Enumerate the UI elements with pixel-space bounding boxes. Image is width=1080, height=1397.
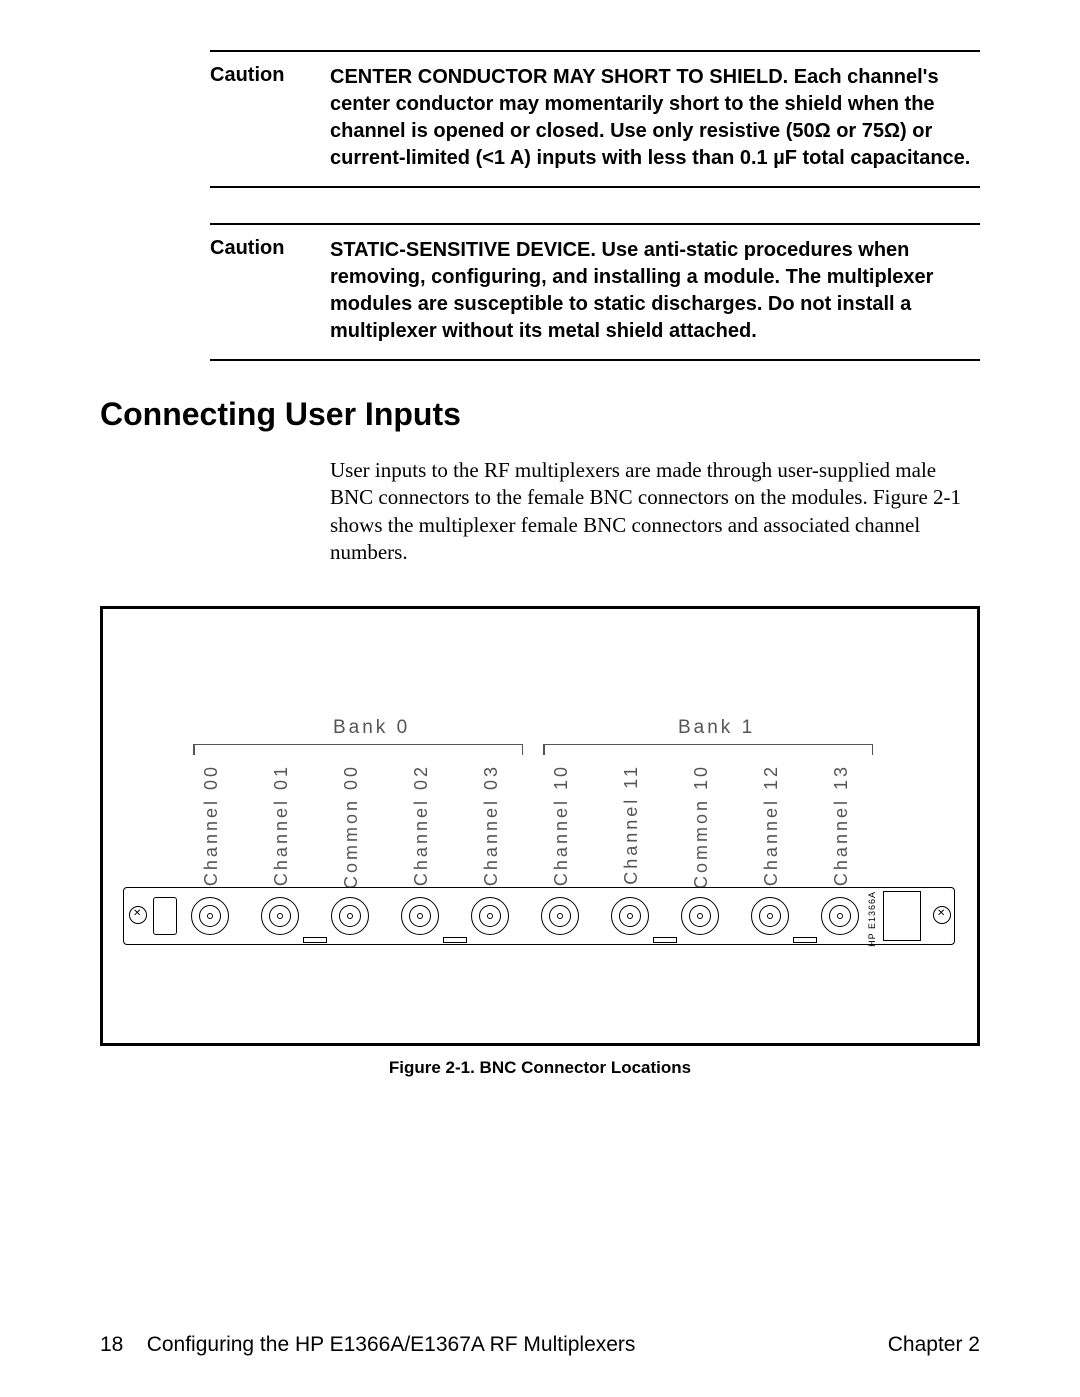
- bnc-connector: [821, 897, 859, 935]
- caution-text: STATIC-SENSITIVE DEVICE. Use anti-static…: [330, 237, 980, 345]
- common-label: Common 10: [691, 764, 711, 889]
- bank-label: Bank 1: [678, 717, 755, 739]
- channel-label: Channel 02: [411, 764, 431, 886]
- figure-bnc-locations: Bank 0 Bank 1 Channel 00 Channel 01 Comm…: [100, 606, 980, 1046]
- rule-bottom: [210, 359, 980, 361]
- channel-label: Channel 12: [761, 764, 781, 886]
- body-paragraph: User inputs to the RF multiplexers are m…: [330, 457, 980, 566]
- bnc-connector: [751, 897, 789, 935]
- section-heading: Connecting User Inputs: [100, 396, 980, 433]
- footer-left: 18 Configuring the HP E1366A/E1367A RF M…: [100, 1333, 635, 1357]
- rule-bottom: [210, 186, 980, 188]
- caution-row: Caution CENTER CONDUCTOR MAY SHORT TO SH…: [210, 52, 980, 186]
- channel-label: Channel 10: [551, 764, 571, 886]
- caution-block: Caution STATIC-SENSITIVE DEVICE. Use ant…: [210, 223, 980, 361]
- hp-logo-icon: [153, 897, 177, 935]
- bnc-connector: [681, 897, 719, 935]
- channel-label: Channel 03: [481, 764, 501, 886]
- caution-text: CENTER CONDUCTOR MAY SHORT TO SHIELD. Ea…: [330, 64, 980, 172]
- footer-right: Chapter 2: [888, 1333, 980, 1357]
- page-footer: 18 Configuring the HP E1366A/E1367A RF M…: [100, 1333, 980, 1357]
- bnc-connector: [611, 897, 649, 935]
- bnc-connector: [401, 897, 439, 935]
- figure-caption: Figure 2-1. BNC Connector Locations: [100, 1058, 980, 1078]
- bank-bracket: [193, 744, 523, 754]
- caution-block: Caution CENTER CONDUCTOR MAY SHORT TO SH…: [210, 50, 980, 188]
- channel-label: Channel 11: [621, 764, 641, 885]
- caution-row: Caution STATIC-SENSITIVE DEVICE. Use ant…: [210, 225, 980, 359]
- channel-label: Channel 01: [271, 764, 291, 886]
- bnc-connector: [471, 897, 509, 935]
- panel-notch: [653, 937, 677, 943]
- bnc-connector: [261, 897, 299, 935]
- panel-notch: [793, 937, 817, 943]
- common-label: Common 00: [341, 764, 361, 889]
- bnc-connector: [191, 897, 229, 935]
- caution-label: Caution: [210, 237, 330, 345]
- bnc-connector: [541, 897, 579, 935]
- bnc-connector: [331, 897, 369, 935]
- module-label: HP E1366A: [867, 891, 877, 947]
- channel-label: Channel 00: [201, 764, 221, 886]
- channel-label: Channel 13: [831, 764, 851, 886]
- caution-label: Caution: [210, 64, 330, 172]
- bank-label: Bank 0: [333, 717, 410, 739]
- bank-bracket: [543, 744, 873, 754]
- module-info-box: [883, 891, 921, 941]
- panel-notch: [303, 937, 327, 943]
- footer-title: Configuring the HP E1366A/E1367A RF Mult…: [147, 1333, 636, 1356]
- page-number: 18: [100, 1333, 123, 1356]
- panel-notch: [443, 937, 467, 943]
